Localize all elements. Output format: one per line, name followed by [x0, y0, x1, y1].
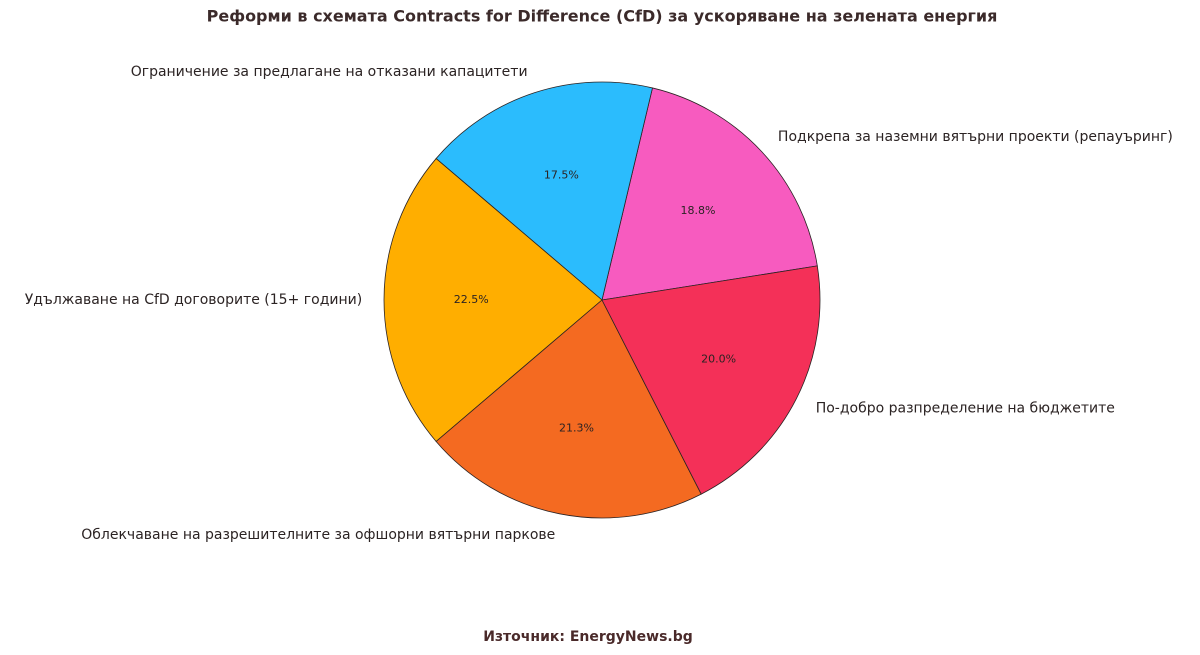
slice-label: Облекчаване на разрешителните за офшорни… [81, 527, 555, 543]
chart-title: Реформи в схемата Contracts for Differen… [207, 7, 998, 26]
slice-label: По-добро разпределение на бюджетите [816, 401, 1115, 417]
pie-slice [435, 299, 702, 519]
pie-slice [601, 87, 818, 301]
slice-value-label: 20.0% [701, 352, 736, 365]
pie-slice [601, 265, 821, 495]
slice-value-label: 21.3% [559, 421, 594, 434]
slice-value-label: 22.5% [454, 293, 489, 306]
pie-slice [435, 81, 653, 301]
source: Източник: EnergyNews.bg [483, 629, 693, 645]
slice-label: Удължаване на CfD договорите (15+ години… [25, 292, 362, 308]
pie-slice [383, 157, 603, 443]
slice-label: Подкрепа за наземни вятърни проекти (реп… [778, 129, 1173, 145]
slice-value-label: 17.5% [544, 169, 579, 182]
slice-value-label: 18.8% [680, 204, 715, 217]
slice-label: Ограничение за предлагане на отказани ка… [131, 64, 528, 80]
